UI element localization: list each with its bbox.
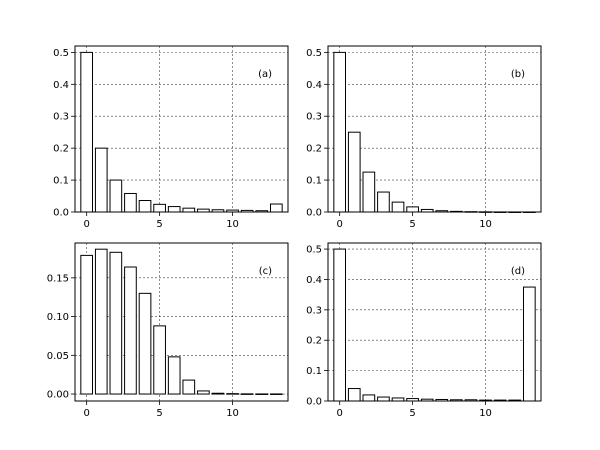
- bar-c-10: [226, 393, 239, 395]
- x-tick-label-b-1: 5: [409, 219, 415, 230]
- y-tick-label-d-3: 0.3: [306, 305, 322, 316]
- x-tick-label-c-2: 10: [226, 408, 239, 419]
- bar-d-2: [362, 394, 376, 402]
- bar-b-5: [406, 206, 419, 213]
- y-tick-label-b-0: 0.0: [306, 208, 322, 219]
- y-tick-label-b-2: 0.2: [306, 144, 322, 155]
- bar-c-3: [124, 266, 137, 395]
- bar-d-3: [377, 396, 390, 402]
- bar-c-8: [197, 390, 210, 395]
- axes-frame-d: [327, 242, 542, 402]
- bar-c-12: [255, 393, 269, 395]
- y-tick-label-b-4: 0.4: [306, 80, 322, 91]
- bar-d-1: [347, 388, 361, 402]
- y-tick-label-a-1: 0.1: [53, 176, 69, 187]
- x-tick-label-d-0: 0: [336, 408, 342, 419]
- axes-frame-b: [327, 45, 542, 213]
- bar-b-0: [333, 51, 347, 213]
- x-tick-label-b-0: 0: [336, 219, 342, 230]
- y-tick-label-c-0: 0.00: [47, 390, 69, 401]
- y-tick-label-d-0: 0.0: [306, 397, 322, 408]
- x-tick-label-c-0: 0: [83, 408, 89, 419]
- bar-a-13: [269, 203, 283, 213]
- y-tick-label-d-5: 0.5: [306, 245, 322, 256]
- bar-b-3: [377, 191, 390, 213]
- bar-c-9: [211, 392, 225, 395]
- y-tick-label-a-5: 0.5: [53, 48, 69, 59]
- y-tick-label-c-2: 0.10: [47, 312, 69, 323]
- bar-d-13: [522, 286, 536, 402]
- y-tick-label-c-1: 0.05: [47, 351, 69, 362]
- panel-label-c: (c): [259, 266, 272, 277]
- bar-c-1: [94, 248, 108, 395]
- y-tick-label-c-3: 0.15: [47, 273, 69, 284]
- bar-a-0: [80, 51, 94, 213]
- panel-label-d: (d): [511, 266, 525, 277]
- bar-b-4: [391, 201, 405, 213]
- panel-label-a: (a): [258, 69, 272, 80]
- bar-c-11: [240, 393, 254, 395]
- bar-c-0: [80, 254, 94, 395]
- bar-c-2: [109, 251, 123, 395]
- x-tick-label-d-2: 10: [479, 408, 492, 419]
- bar-a-6: [167, 206, 181, 213]
- bar-c-5: [153, 325, 166, 395]
- panel-c: 0.00 0.05 0.10 0.15 0 5 10 (c): [47, 242, 289, 419]
- y-tick-label-d-2: 0.2: [306, 336, 322, 347]
- bar-a-7: [182, 207, 196, 213]
- x-tick-label-a-2: 10: [226, 219, 239, 230]
- x-tick-label-a-1: 5: [156, 219, 162, 230]
- bar-a-3: [124, 192, 137, 213]
- panel-d: 0.0 0.1 0.2 0.3 0.4 0.5 0 5 10 (d): [306, 242, 542, 419]
- y-tick-label-a-4: 0.4: [53, 80, 69, 91]
- y-tick-label-b-5: 0.5: [306, 48, 322, 59]
- axes-frame-a: [74, 45, 289, 213]
- y-tick-label-a-3: 0.3: [53, 112, 69, 123]
- bar-c-13: [269, 393, 283, 395]
- bar-a-2: [109, 179, 123, 213]
- bar-c-6: [167, 356, 181, 395]
- panel-a: 0.0 0.1 0.2 0.3 0.4 0.5 0 5 10 (a): [53, 45, 289, 230]
- bar-a-1: [94, 147, 108, 213]
- y-tick-label-b-1: 0.1: [306, 176, 322, 187]
- y-tick-label-a-0: 0.0: [53, 208, 69, 219]
- bar-d-0: [333, 248, 347, 402]
- y-tick-label-d-1: 0.1: [306, 366, 322, 377]
- bar-c-4: [138, 292, 152, 395]
- y-tick-label-d-4: 0.4: [306, 275, 322, 286]
- bar-a-4: [138, 200, 152, 213]
- bar-b-2: [362, 171, 376, 213]
- y-tick-label-a-2: 0.2: [53, 144, 69, 155]
- x-tick-label-a-0: 0: [83, 219, 89, 230]
- x-tick-label-b-2: 10: [479, 219, 492, 230]
- axes-frame-c: [74, 242, 289, 402]
- y-tick-label-b-3: 0.3: [306, 112, 322, 123]
- x-tick-label-c-1: 5: [156, 408, 162, 419]
- panel-b: 0.0 0.1 0.2 0.3 0.4 0.5 0 5 10 (b): [306, 45, 542, 230]
- x-tick-label-d-1: 5: [409, 408, 415, 419]
- bar-a-5: [153, 203, 166, 213]
- bar-c-7: [182, 379, 196, 395]
- panel-label-b: (b): [511, 69, 525, 80]
- bar-b-1: [347, 131, 361, 213]
